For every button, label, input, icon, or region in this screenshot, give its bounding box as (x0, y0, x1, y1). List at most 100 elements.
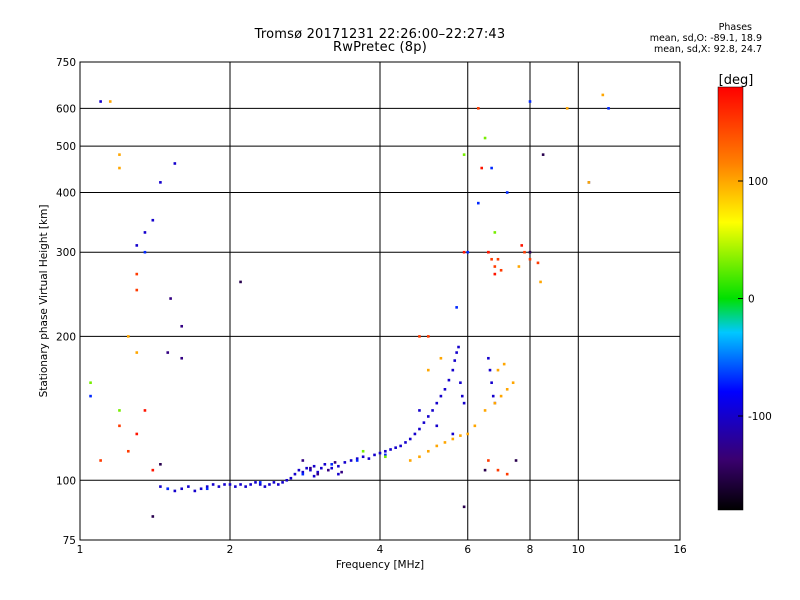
data-point (166, 487, 170, 491)
data-point (99, 459, 102, 462)
data-point (199, 487, 203, 491)
data-point (272, 481, 276, 484)
data-point (493, 231, 497, 234)
data-point (443, 441, 447, 444)
data-point (426, 368, 430, 372)
data-point (435, 424, 439, 428)
data-point (169, 297, 172, 300)
data-point (418, 335, 421, 338)
x-tick-label: 6 (464, 544, 471, 556)
x-tick-label: 10 (572, 544, 585, 556)
data-point (451, 437, 455, 441)
y-tick-label: 75 (63, 535, 76, 547)
data-point (228, 483, 232, 486)
data-point (89, 394, 92, 398)
colorbar-label: [deg] (719, 73, 754, 88)
data-point (312, 464, 316, 468)
plot-frame (79, 61, 681, 541)
data-point (118, 153, 121, 156)
data-point (536, 261, 540, 265)
data-point (459, 434, 462, 437)
data-point (447, 378, 451, 382)
data-point (487, 250, 490, 254)
x-tick-label: 16 (673, 544, 687, 556)
data-point (384, 453, 387, 457)
data-point (151, 218, 155, 222)
data-point (384, 455, 387, 459)
data-point (180, 356, 184, 360)
data-point (159, 181, 162, 184)
data-point (373, 453, 376, 457)
data-point (361, 455, 365, 459)
data-point (281, 481, 284, 484)
data-point (517, 265, 521, 268)
data-point (330, 463, 334, 466)
data-point (118, 166, 121, 170)
data-point (151, 468, 155, 472)
data-point (343, 461, 347, 464)
data-point (491, 394, 495, 398)
data-point (514, 459, 518, 462)
data-point (394, 446, 397, 449)
data-point (483, 409, 487, 412)
data-point (151, 515, 155, 518)
data-point (413, 432, 417, 436)
y-tick-label: 100 (56, 475, 76, 487)
x-tick-label: 1 (77, 544, 84, 556)
data-point (327, 468, 330, 472)
chart-title: Tromsø 20171231 22:26:00–22:27:43 (254, 27, 506, 42)
data-point (361, 449, 365, 453)
data-point (418, 409, 421, 412)
colorbar-tick-label: -100 (748, 411, 772, 423)
data-point (211, 483, 215, 486)
data-point (337, 464, 340, 468)
data-point (473, 424, 477, 428)
data-point (528, 250, 532, 254)
data-point (118, 409, 121, 412)
data-point (439, 356, 443, 360)
data-point (187, 485, 190, 488)
y-tick-label: 200 (56, 331, 76, 343)
data-point (462, 250, 466, 254)
data-point (607, 107, 610, 110)
y-tick-label: 400 (56, 187, 76, 199)
colorbar-ticks: 100 0 -100 (738, 176, 772, 423)
data-point (389, 448, 392, 451)
data-point (99, 100, 102, 103)
data-point (143, 231, 147, 234)
data-point (349, 459, 353, 462)
data-point (293, 472, 297, 476)
data-point (301, 470, 305, 474)
data-point (135, 432, 139, 436)
data-point (499, 394, 503, 398)
data-point (528, 100, 532, 103)
chart-subtitle: RwPretec (8p) (333, 40, 427, 55)
phase-stats-x: mean, sd,X: 92.8, 24.7 (653, 44, 762, 55)
data-point (496, 368, 500, 372)
data-point (378, 451, 382, 455)
x-tick-label: 8 (527, 544, 534, 556)
data-point (258, 483, 262, 486)
data-point (337, 472, 340, 476)
data-point (305, 466, 308, 470)
data-point (587, 181, 591, 184)
grid-lines (80, 62, 680, 540)
data-point (466, 432, 470, 436)
x-tick-labels: 1 2 4 6 8 10 16 (77, 544, 687, 556)
data-point (355, 457, 359, 460)
data-point (143, 250, 147, 254)
data-point (223, 483, 226, 486)
data-point (193, 489, 197, 493)
y-axis-label: Stationary phase Virtual Height [km] (38, 205, 50, 398)
data-point (496, 257, 500, 261)
data-point (431, 409, 434, 412)
data-point (159, 485, 162, 488)
colorbar-tick-label: 0 (748, 294, 755, 306)
data-point (166, 351, 170, 354)
data-point (89, 381, 92, 385)
data-point (455, 351, 458, 354)
data-point (451, 432, 455, 436)
data-point (384, 449, 387, 453)
data-point (439, 394, 443, 398)
